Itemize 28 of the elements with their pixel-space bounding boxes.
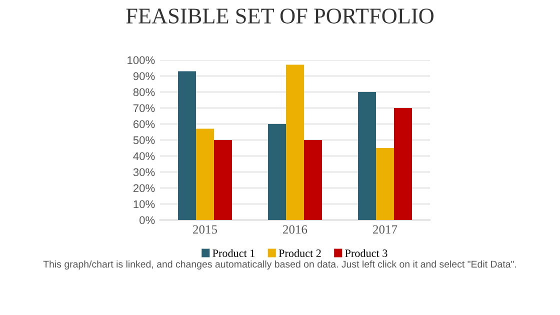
y-tick-label: 80% — [133, 88, 155, 96]
bar — [376, 148, 394, 220]
x-tick-label: 2015 — [193, 225, 218, 234]
text: This graph/chart is linked, and changes automatically based on data. Just left click on it and select "Edit Data". — [43, 260, 516, 270]
bar — [358, 92, 376, 220]
y-tick-label: 70% — [133, 104, 155, 112]
y-tick-label: 20% — [133, 184, 155, 192]
y-tick-label: 0% — [140, 216, 155, 224]
bar — [304, 140, 322, 220]
legend-label: Product 2 — [278, 249, 321, 258]
y-tick-label: 50% — [133, 136, 155, 144]
bar — [178, 71, 196, 220]
y-tick-label: 30% — [133, 168, 155, 176]
bar — [286, 64, 304, 220]
bar — [196, 128, 214, 220]
y-tick-label: 10% — [134, 200, 155, 208]
legend-label: Product 1 — [212, 249, 255, 258]
bar — [394, 108, 412, 220]
x-tick-label: 2017 — [373, 225, 398, 234]
y-tick-label: 100% — [128, 56, 155, 64]
chart-title: FEASIBLE SET OF PORTFOLIO — [126, 8, 434, 24]
x-tick-label: 2016 — [283, 225, 308, 234]
bar — [214, 140, 232, 220]
y-tick-label: 60% — [133, 120, 155, 128]
y-tick-label: 40% — [133, 152, 155, 160]
bar — [268, 124, 286, 220]
legend-label: Product 3 — [345, 249, 388, 258]
y-tick-label: 90% — [133, 72, 155, 80]
